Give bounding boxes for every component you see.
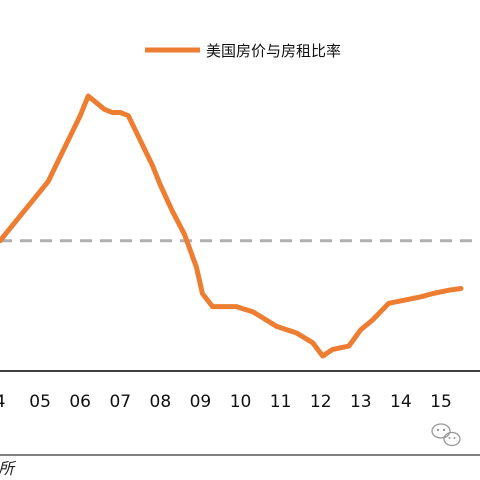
series-line [0,93,464,359]
x-tick-label: 11 [270,392,292,412]
wechat-icon [431,423,461,447]
x-tick-label: 06 [69,392,91,412]
x-tick-label: 14 [390,392,412,412]
x-tick-label: 13 [350,392,372,412]
x-tick-label: 10 [230,392,252,412]
x-axis-ticks: 4 05 06 07 08 09 10 11 12 13 14 15 [0,392,452,412]
x-tick-label: 15 [430,392,452,412]
x-tick-label: 07 [109,392,131,412]
x-tick-label: 05 [29,392,51,412]
source-note: 所 [0,459,17,478]
x-tick-label: 4 [0,392,5,412]
legend: 美国房价与房租比率 [145,42,341,60]
x-tick-label: 08 [150,392,172,412]
x-tick-label: 12 [310,392,332,412]
x-tick-label: 09 [190,392,212,412]
legend-label: 美国房价与房租比率 [206,42,341,60]
